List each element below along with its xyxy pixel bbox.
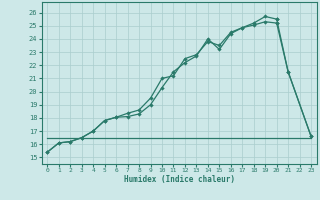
X-axis label: Humidex (Indice chaleur): Humidex (Indice chaleur)	[124, 175, 235, 184]
